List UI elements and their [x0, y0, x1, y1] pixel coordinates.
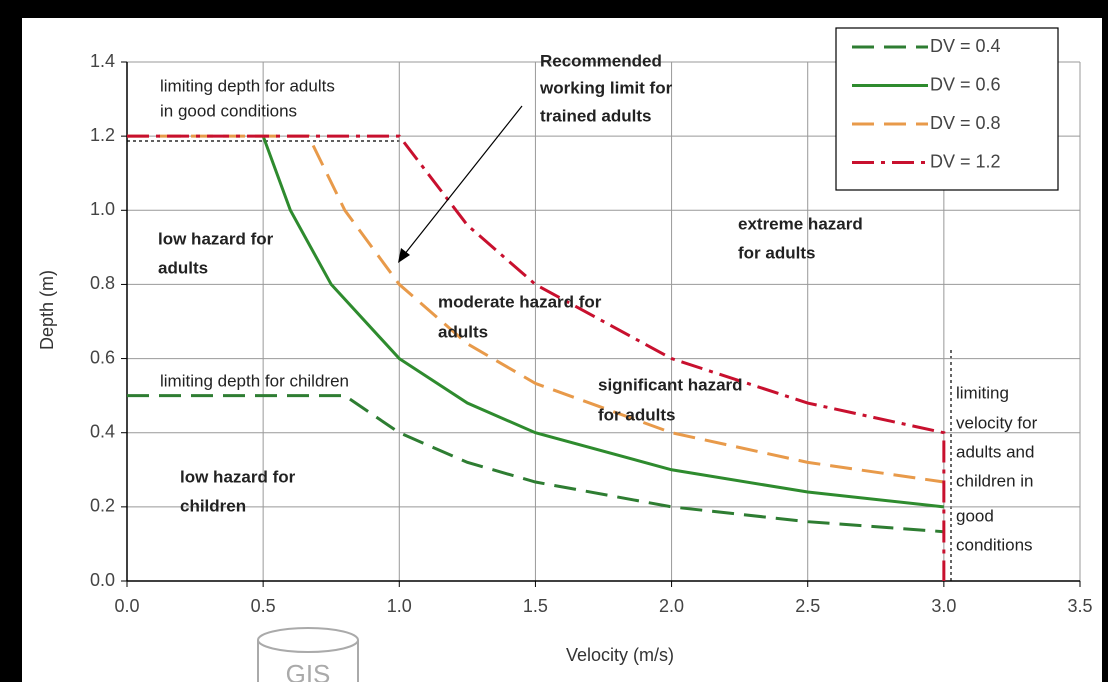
x-tick-label: 1.5 [523, 596, 548, 616]
y-tick-label: 0.6 [90, 347, 115, 367]
annotation: in good conditions [160, 101, 297, 120]
y-tick-label: 0.0 [90, 570, 115, 590]
y-tick-label: 1.0 [90, 199, 115, 219]
x-axis-label: Velocity (m/s) [566, 645, 674, 665]
arrow-head [398, 248, 410, 263]
x-tick-label: 0.0 [114, 596, 139, 616]
annotation: children in [956, 471, 1034, 490]
x-tick-label: 3.5 [1067, 596, 1092, 616]
watermark-icon [257, 627, 359, 682]
legend-label: DV = 0.8 [930, 113, 1001, 133]
annotation: adults and [956, 442, 1034, 461]
legend-label: DV = 0.6 [930, 74, 1001, 94]
annotation: moderate hazard for [438, 292, 602, 311]
annotation: low hazard for [158, 229, 274, 248]
y-axis-label: Depth (m) [37, 270, 57, 350]
series-line [127, 394, 944, 534]
x-tick-label: 2.5 [795, 596, 820, 616]
arrow [399, 105, 523, 261]
watermark: GIS [286, 659, 331, 682]
legend-label: DV = 0.4 [930, 36, 1001, 56]
annotation: conditions [956, 535, 1033, 554]
annotation: trained adults [540, 106, 651, 125]
annotation: working limit for [539, 78, 673, 97]
annotation: adults [438, 322, 488, 341]
annotation: velocity for [956, 413, 1038, 432]
annotation: adults [158, 258, 208, 277]
annotation: for adults [598, 405, 675, 424]
annotation: good [956, 506, 994, 525]
annotation: Recommended [540, 51, 662, 70]
x-tick-label: 3.0 [931, 596, 956, 616]
annotation: low hazard for [180, 467, 296, 486]
annotation: extreme hazard [738, 214, 863, 233]
y-tick-label: 0.4 [90, 421, 115, 441]
y-tick-label: 1.2 [90, 125, 115, 145]
annotation: significant hazard [598, 375, 743, 394]
series-line [261, 135, 945, 509]
annotation: limiting depth for children [160, 371, 349, 390]
y-tick-label: 0.2 [90, 496, 115, 516]
x-tick-label: 0.5 [251, 596, 276, 616]
annotation: limiting depth for adults [160, 76, 335, 95]
annotation: limiting [956, 383, 1009, 402]
series-line [127, 134, 946, 581]
y-tick-label: 1.4 [90, 51, 115, 71]
series-line [127, 134, 945, 484]
annotation: children [180, 496, 246, 515]
x-tick-label: 1.0 [387, 596, 412, 616]
annotation: for adults [738, 243, 815, 262]
x-tick-label: 2.0 [659, 596, 684, 616]
y-tick-label: 0.8 [90, 273, 115, 293]
legend-label: DV = 1.2 [930, 151, 1001, 171]
